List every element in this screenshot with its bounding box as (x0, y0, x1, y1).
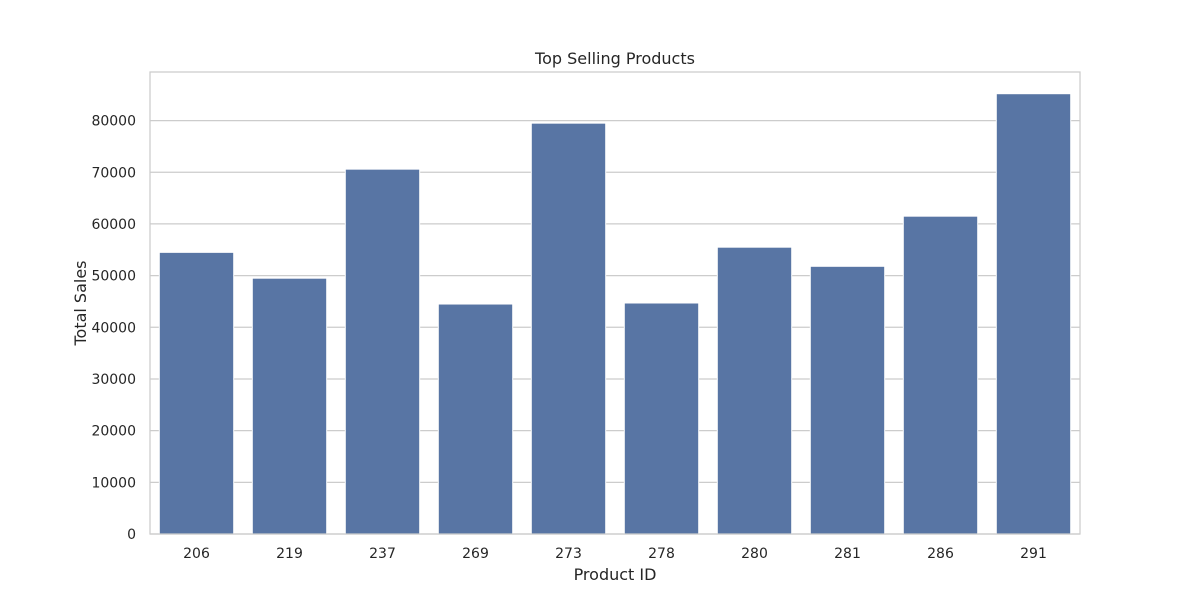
y-tick-label: 0 (127, 527, 136, 543)
x-tick-label: 206 (183, 546, 210, 562)
y-tick-label: 70000 (91, 165, 136, 181)
y-tick-label: 60000 (91, 217, 136, 233)
y-axis-label: Total Sales (71, 260, 90, 346)
bar-219 (251, 277, 328, 535)
y-tick-label: 20000 (91, 424, 136, 440)
x-tick-labels: 206 219 237 269 273 278 280 281 286 291 (183, 546, 1047, 562)
y-tick-label: 10000 (91, 475, 136, 491)
x-tick-label: 269 (462, 546, 489, 562)
y-tick-label: 50000 (91, 269, 136, 285)
x-tick-label: 291 (1020, 546, 1047, 562)
x-tick-label: 219 (276, 546, 303, 562)
bar-286 (902, 215, 979, 535)
x-axis-label: Product ID (574, 565, 657, 584)
x-tick-label: 273 (555, 546, 582, 562)
x-tick-label: 278 (648, 546, 675, 562)
bar-278 (623, 302, 700, 535)
bar-269 (437, 303, 514, 535)
chart-title: Top Selling Products (534, 49, 695, 68)
x-tick-label: 237 (369, 546, 396, 562)
y-tick-labels: 0 10000 20000 30000 40000 50000 60000 70000 8000… (91, 114, 136, 543)
bar-280 (716, 246, 793, 535)
x-tick-label: 280 (741, 546, 768, 562)
bar-291 (995, 93, 1072, 535)
bars (158, 93, 1072, 535)
bar-281 (809, 265, 886, 535)
y-tick-label: 40000 (91, 320, 136, 336)
bar-273 (530, 122, 607, 535)
bar-237 (344, 168, 421, 535)
y-tick-label: 30000 (91, 372, 136, 388)
plot-area-frame (149, 71, 1081, 535)
y-tick-label: 80000 (91, 114, 136, 130)
x-tick-label: 281 (834, 546, 861, 562)
x-tick-label: 286 (927, 546, 954, 562)
bar-206 (158, 251, 235, 535)
